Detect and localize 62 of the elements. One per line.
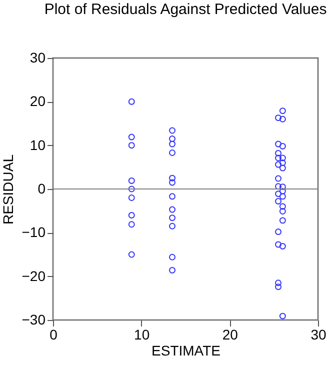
point	[169, 266, 176, 274]
point	[169, 179, 176, 186]
point	[275, 198, 282, 204]
point	[275, 140, 282, 148]
point	[275, 183, 282, 190]
point	[128, 98, 135, 105]
point	[169, 254, 176, 260]
point	[275, 161, 282, 168]
point	[279, 184, 286, 190]
y-tick-label: 20	[30, 93, 46, 110]
point	[275, 241, 282, 248]
point	[169, 136, 176, 142]
x-tick-label: 10	[134, 326, 150, 342]
point	[279, 312, 286, 320]
point	[128, 134, 135, 140]
point	[169, 206, 176, 213]
point	[169, 150, 176, 156]
point	[169, 127, 176, 134]
point	[279, 164, 286, 172]
point	[128, 194, 135, 201]
x-tick-label: 0	[50, 326, 58, 342]
point	[128, 251, 135, 258]
point	[275, 280, 282, 286]
x-tick-label: 30	[310, 326, 326, 342]
point	[275, 154, 282, 162]
point	[279, 154, 286, 162]
point	[275, 284, 282, 290]
point	[169, 222, 176, 230]
chart-title: Plot of Residuals Against Predicted Values	[44, 1, 327, 18]
point	[279, 242, 286, 250]
point	[279, 160, 286, 166]
point	[128, 177, 135, 184]
point	[279, 108, 286, 114]
y-tick-label: 10	[30, 136, 46, 153]
point	[128, 221, 135, 228]
point	[128, 142, 135, 149]
point	[279, 203, 286, 210]
y-tick-label: −20	[22, 268, 46, 284]
point	[279, 142, 286, 150]
point	[169, 174, 176, 182]
point	[275, 175, 282, 182]
point	[279, 116, 286, 122]
point	[275, 114, 282, 122]
y-tick-label: −10	[22, 224, 46, 240]
point	[279, 193, 286, 200]
point	[279, 217, 286, 224]
point	[279, 208, 286, 215]
y-tick-label: 30	[30, 50, 46, 66]
x-axis-title: ESTIMATE	[152, 342, 220, 358]
point	[275, 228, 282, 236]
y-tick-label: 0	[38, 180, 46, 196]
point	[279, 188, 286, 194]
point	[128, 186, 135, 192]
point	[169, 214, 176, 222]
point	[275, 190, 282, 198]
point	[275, 150, 282, 156]
point	[169, 140, 176, 148]
point	[169, 193, 176, 200]
point	[128, 212, 135, 218]
x-tick-label: 20	[222, 326, 238, 342]
y-tick-label: −30	[22, 312, 46, 328]
y-axis-title: RESIDUAL	[0, 154, 16, 225]
